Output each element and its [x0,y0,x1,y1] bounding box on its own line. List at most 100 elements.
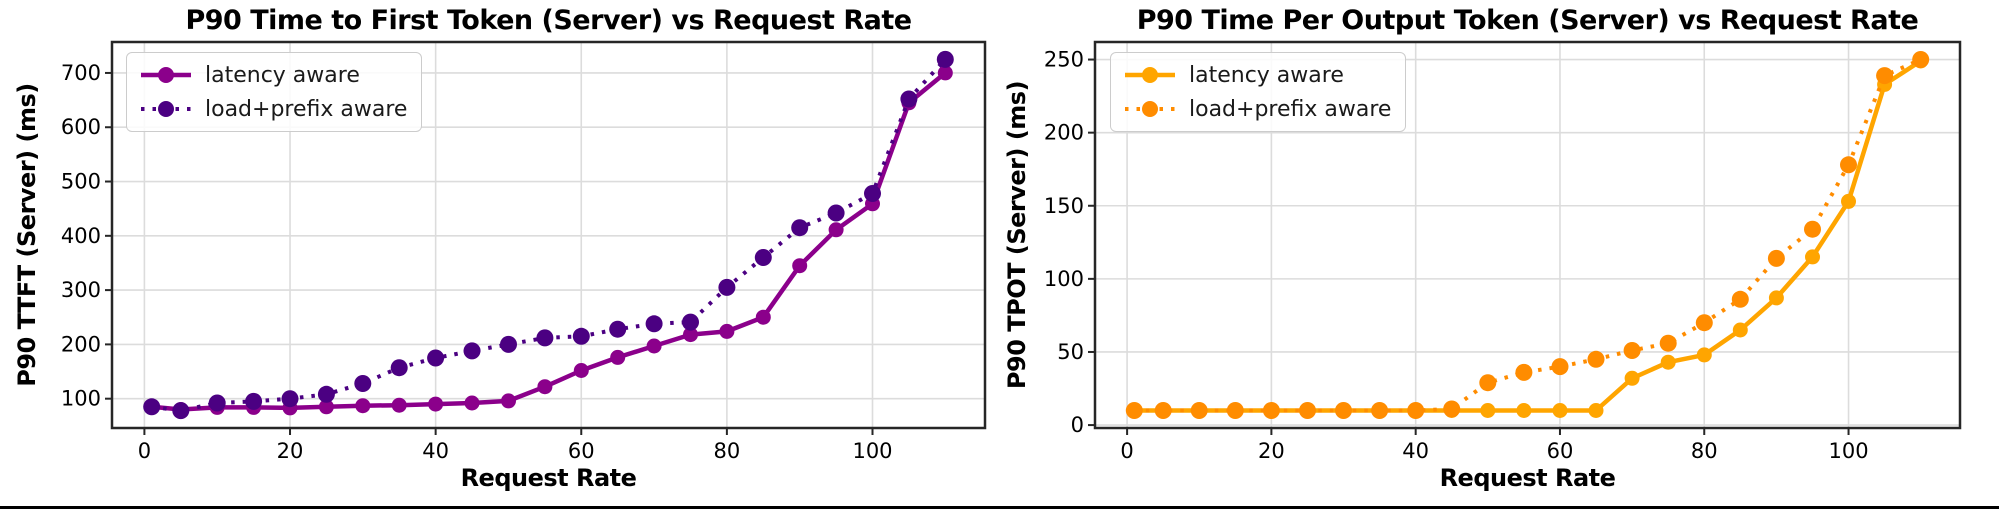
data-point-solid [428,396,444,412]
data-point-dotted [245,392,263,410]
data-point-dotted [390,359,408,377]
legend-label: latency aware [1189,62,1344,88]
data-point-solid [828,222,844,238]
data-point-dotted [1804,220,1821,238]
ttft-legend: latency aware load+prefix aware [126,52,423,132]
legend-marker [158,67,174,83]
data-point-dotted [1154,402,1172,419]
legend-label: load+prefix aware [1189,96,1392,122]
data-point-dotted [1551,358,1569,376]
x-tick-label: 0 [138,439,151,463]
data-point-dotted [1262,402,1280,419]
data-point-dotted [1767,249,1785,267]
data-point-dotted [1659,334,1677,352]
legend-item-latency-aware: latency aware [1123,61,1391,89]
legend-item-load-prefix-aware: load+prefix aware [139,95,407,123]
data-point-dotted [609,320,627,338]
x-tick-label: 100 [1828,439,1868,463]
x-tick-label: 60 [1547,439,1574,463]
data-point-dotted [1125,402,1143,419]
data-point-dotted [317,385,335,403]
legend-item-latency-aware: latency aware [139,61,407,89]
data-point-dotted [354,375,372,392]
data-point-dotted [1407,402,1425,419]
data-point-dotted [718,278,736,296]
ttft-y-axis-label: P90 TTFT (Server) (ms) [13,83,41,387]
solid-line-swatch-icon [1125,67,1175,83]
chart-ttft: 0 20 40 60 80 100 100 200 300 400 500 600 700 P90 Ti… [0,0,999,515]
tpot-legend: latency aware load+prefix aware [1110,52,1407,132]
data-point-solid [755,309,771,325]
data-point-dotted [427,349,445,367]
y-tick-label: 250 [1044,48,1084,72]
data-point-solid [391,397,407,413]
data-point-solid [683,327,698,343]
chart-tpot: 0 20 40 60 80 100 0 50 100 150 200 250 P90 Time Per… [999,0,1999,515]
data-point-solid [610,349,626,365]
y-tick-label: 0 [1071,413,1084,437]
x-tick-label: 40 [1402,439,1429,463]
data-point-solid [1624,370,1640,386]
tpot-chart-title: P90 Time Per Output Token (Server) vs Re… [1136,5,1919,36]
data-point-dotted [143,398,161,416]
data-point-solid [355,398,371,414]
data-point-dotted [1335,402,1352,419]
data-point-dotted [1623,342,1641,359]
x-tick-label: 20 [277,439,304,463]
data-point-solid [501,393,516,409]
data-point-dotted [936,50,954,68]
y-tick-label: 50 [1057,340,1084,364]
x-tick-label: 100 [852,439,892,463]
data-point-solid [464,395,480,411]
data-point-solid [1588,403,1604,418]
data-point-dotted [463,342,481,360]
y-tick-label: 500 [61,170,101,194]
ttft-x-axis-label: Request Rate [460,464,637,492]
x-tick-label: 80 [1691,439,1718,463]
data-point-solid [318,399,334,415]
data-point-dotted [1840,156,1857,174]
data-point-dotted [754,249,772,266]
data-point-solid [573,363,589,378]
solid-line-swatch-icon [141,67,191,83]
data-point-solid [1805,249,1820,265]
y-tick-label: 400 [61,224,101,248]
data-point-solid [537,379,553,395]
data-point-dotted [1876,67,1894,85]
data-point-dotted [1371,402,1389,419]
data-point-solid [1660,354,1676,370]
data-point-solid [719,323,735,339]
x-tick-label: 0 [1120,439,1133,463]
y-tick-label: 200 [61,332,101,356]
legend-marker [1142,67,1158,83]
y-tick-label: 100 [1044,267,1084,291]
y-tick-label: 200 [1044,121,1084,145]
legend-label: latency aware [205,62,360,88]
data-point-dotted [645,315,663,333]
bottom-divider-line [0,506,1999,509]
x-tick-label: 20 [1258,439,1285,463]
y-tick-label: 150 [1044,194,1084,218]
dotted-line-swatch-icon [1125,101,1175,117]
legend-item-load-prefix-aware: load+prefix aware [1123,95,1391,123]
data-point-solid [792,258,808,274]
data-point-solid [646,338,662,354]
y-tick-label: 600 [61,115,101,139]
data-point-solid [1480,403,1496,418]
tpot-y-axis-label: P90 TPOT (Server) (ms) [1003,80,1031,390]
data-point-solid [1732,322,1748,338]
data-point-dotted [1695,314,1713,332]
data-point-dotted [1226,402,1244,419]
data-point-dotted [900,90,918,108]
data-point-solid [937,65,953,81]
data-point-dotted [281,390,299,408]
data-point-dotted [1731,290,1749,308]
data-point-dotted [536,329,554,347]
data-point-dotted [1443,400,1461,418]
data-point-dotted [791,219,809,237]
x-tick-label: 40 [422,439,449,463]
ttft-plot-area: 0 20 40 60 80 100 100 200 300 400 500 600 700 [61,40,987,463]
data-point-dotted [172,402,190,420]
legend-marker [158,101,174,117]
x-tick-label: 80 [714,439,741,463]
